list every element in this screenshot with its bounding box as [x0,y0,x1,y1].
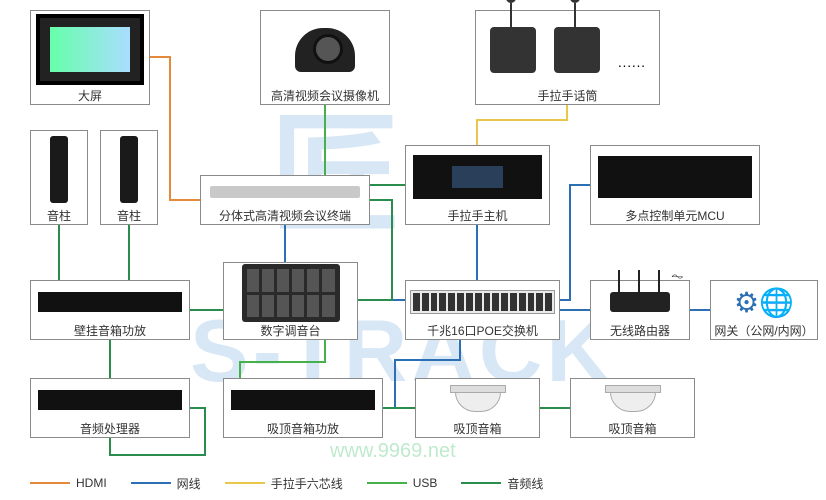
legend-item-audio: 音频线 [461,475,543,492]
node-gateway: ⚙︎🌐 网关（公网/内网） [710,280,818,340]
node-mixer: 数字调音台 [223,262,358,340]
node-spk2: 吸顶音箱 [570,378,695,438]
legend-item-six: 手拉手六芯线 [225,475,343,492]
node-colL: 音柱 [30,130,88,225]
node-label: 大屏 [31,88,149,104]
node-ampWall: 壁挂音箱功放 [30,280,190,340]
legend: HDMI 网线 手拉手六芯线 USB 音频线 [0,472,826,494]
node-colR: 音柱 [100,130,158,225]
legend-item-usb: USB [367,476,438,490]
node-term: 分体式高清视频会议终端 [200,175,370,225]
node-router: ⏦ 无线路由器 [590,280,690,340]
node-label: 网关（公网/内网） [711,323,817,339]
node-label: 吸顶音箱 [571,421,694,437]
diagram-stage: { "colors": { "hdmi": "#e58a3a", "lan": … [0,0,826,500]
node-label: 壁挂音箱功放 [31,323,189,339]
node-label: 手拉手主机 [406,208,549,224]
node-label: 高清视频会议摄像机 [261,88,389,104]
node-label: 分体式高清视频会议终端 [201,208,369,224]
node-label: 多点控制单元MCU [591,208,759,224]
node-label: 音频处理器 [31,421,189,437]
node-mcu: 多点控制单元MCU [590,145,760,225]
node-poe: 千兆16口POE交换机 [405,280,560,340]
node-screen: 大屏 [30,10,150,105]
node-dsp: 音频处理器 [30,378,190,438]
node-label: 无线路由器 [591,323,689,339]
legend-item-hdmi: HDMI [30,476,107,490]
node-ampCeil: 吸顶音箱功放 [223,378,383,438]
node-label: 音柱 [31,208,87,224]
node-label: 手拉手话筒 [476,88,659,104]
node-label: 音柱 [101,208,157,224]
legend-item-lan: 网线 [131,475,201,492]
node-camera: 高清视频会议摄像机 [260,10,390,105]
node-host: 手拉手主机 [405,145,550,225]
node-spk1: 吸顶音箱 [415,378,540,438]
node-label: 吸顶音箱 [416,421,539,437]
node-label: 千兆16口POE交换机 [406,323,559,339]
node-label: 数字调音台 [224,323,357,339]
node-label: 吸顶音箱功放 [224,421,382,437]
node-mic: ······ 手拉手话筒 [475,10,660,105]
